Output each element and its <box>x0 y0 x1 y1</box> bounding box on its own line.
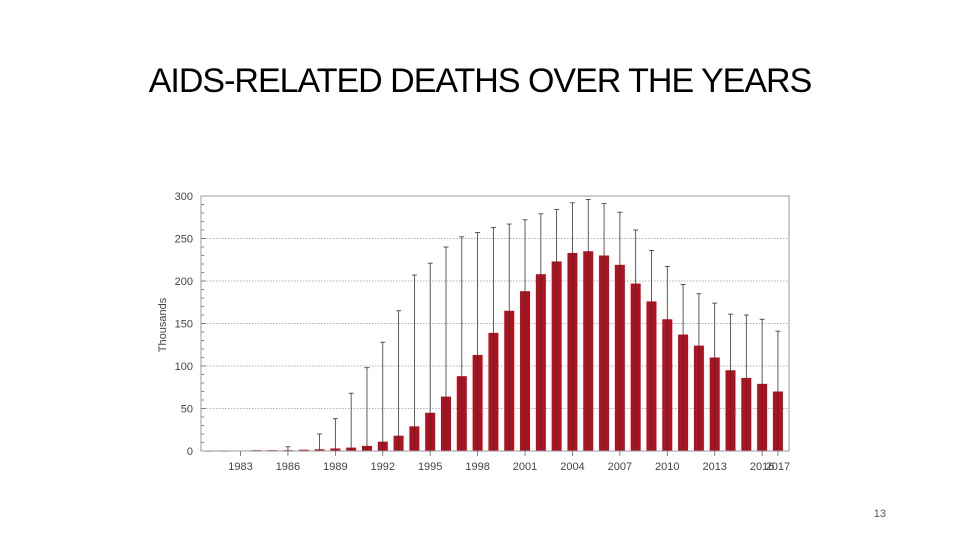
y-tick-label: 250 <box>175 234 193 246</box>
error-bars <box>285 198 781 451</box>
x-tick-label: 1983 <box>228 461 252 473</box>
x-tick-label: 2017 <box>766 461 790 473</box>
bar-1987 <box>298 449 309 451</box>
plot-frame <box>200 195 790 452</box>
axes: 0 50 100 150 200 250 300 1983 1986 1989 1992 1995 19… <box>175 191 791 473</box>
x-tick-label: 2007 <box>608 461 632 473</box>
y-axis-label: Thousands <box>157 297 169 352</box>
y-tick-label: 150 <box>175 319 193 331</box>
x-tick-label: 2004 <box>560 461 584 473</box>
x-tick-label: 1986 <box>276 461 300 473</box>
page-number: 13 <box>873 508 886 520</box>
x-tick-label: 1992 <box>371 461 395 473</box>
slide-title: AIDS-RELATED DEATHS OVER THE YEARS <box>148 62 813 100</box>
x-tick-label: 1998 <box>465 461 489 473</box>
y-tick-label: 300 <box>175 191 193 203</box>
y-tick-label: 0 <box>187 446 193 458</box>
x-tick-label: 2010 <box>655 461 679 473</box>
y-tick-label: 200 <box>175 276 193 288</box>
x-tick-label: 2013 <box>702 461 726 473</box>
x-tick-label: 1989 <box>323 461 347 473</box>
x-tick-label: 2016 <box>750 461 774 473</box>
x-tick-label: 1995 <box>418 461 442 473</box>
y-tick-label: 100 <box>175 361 193 373</box>
x-tick-label: 2001 <box>513 461 537 473</box>
y-tick-label: 50 <box>181 404 193 416</box>
